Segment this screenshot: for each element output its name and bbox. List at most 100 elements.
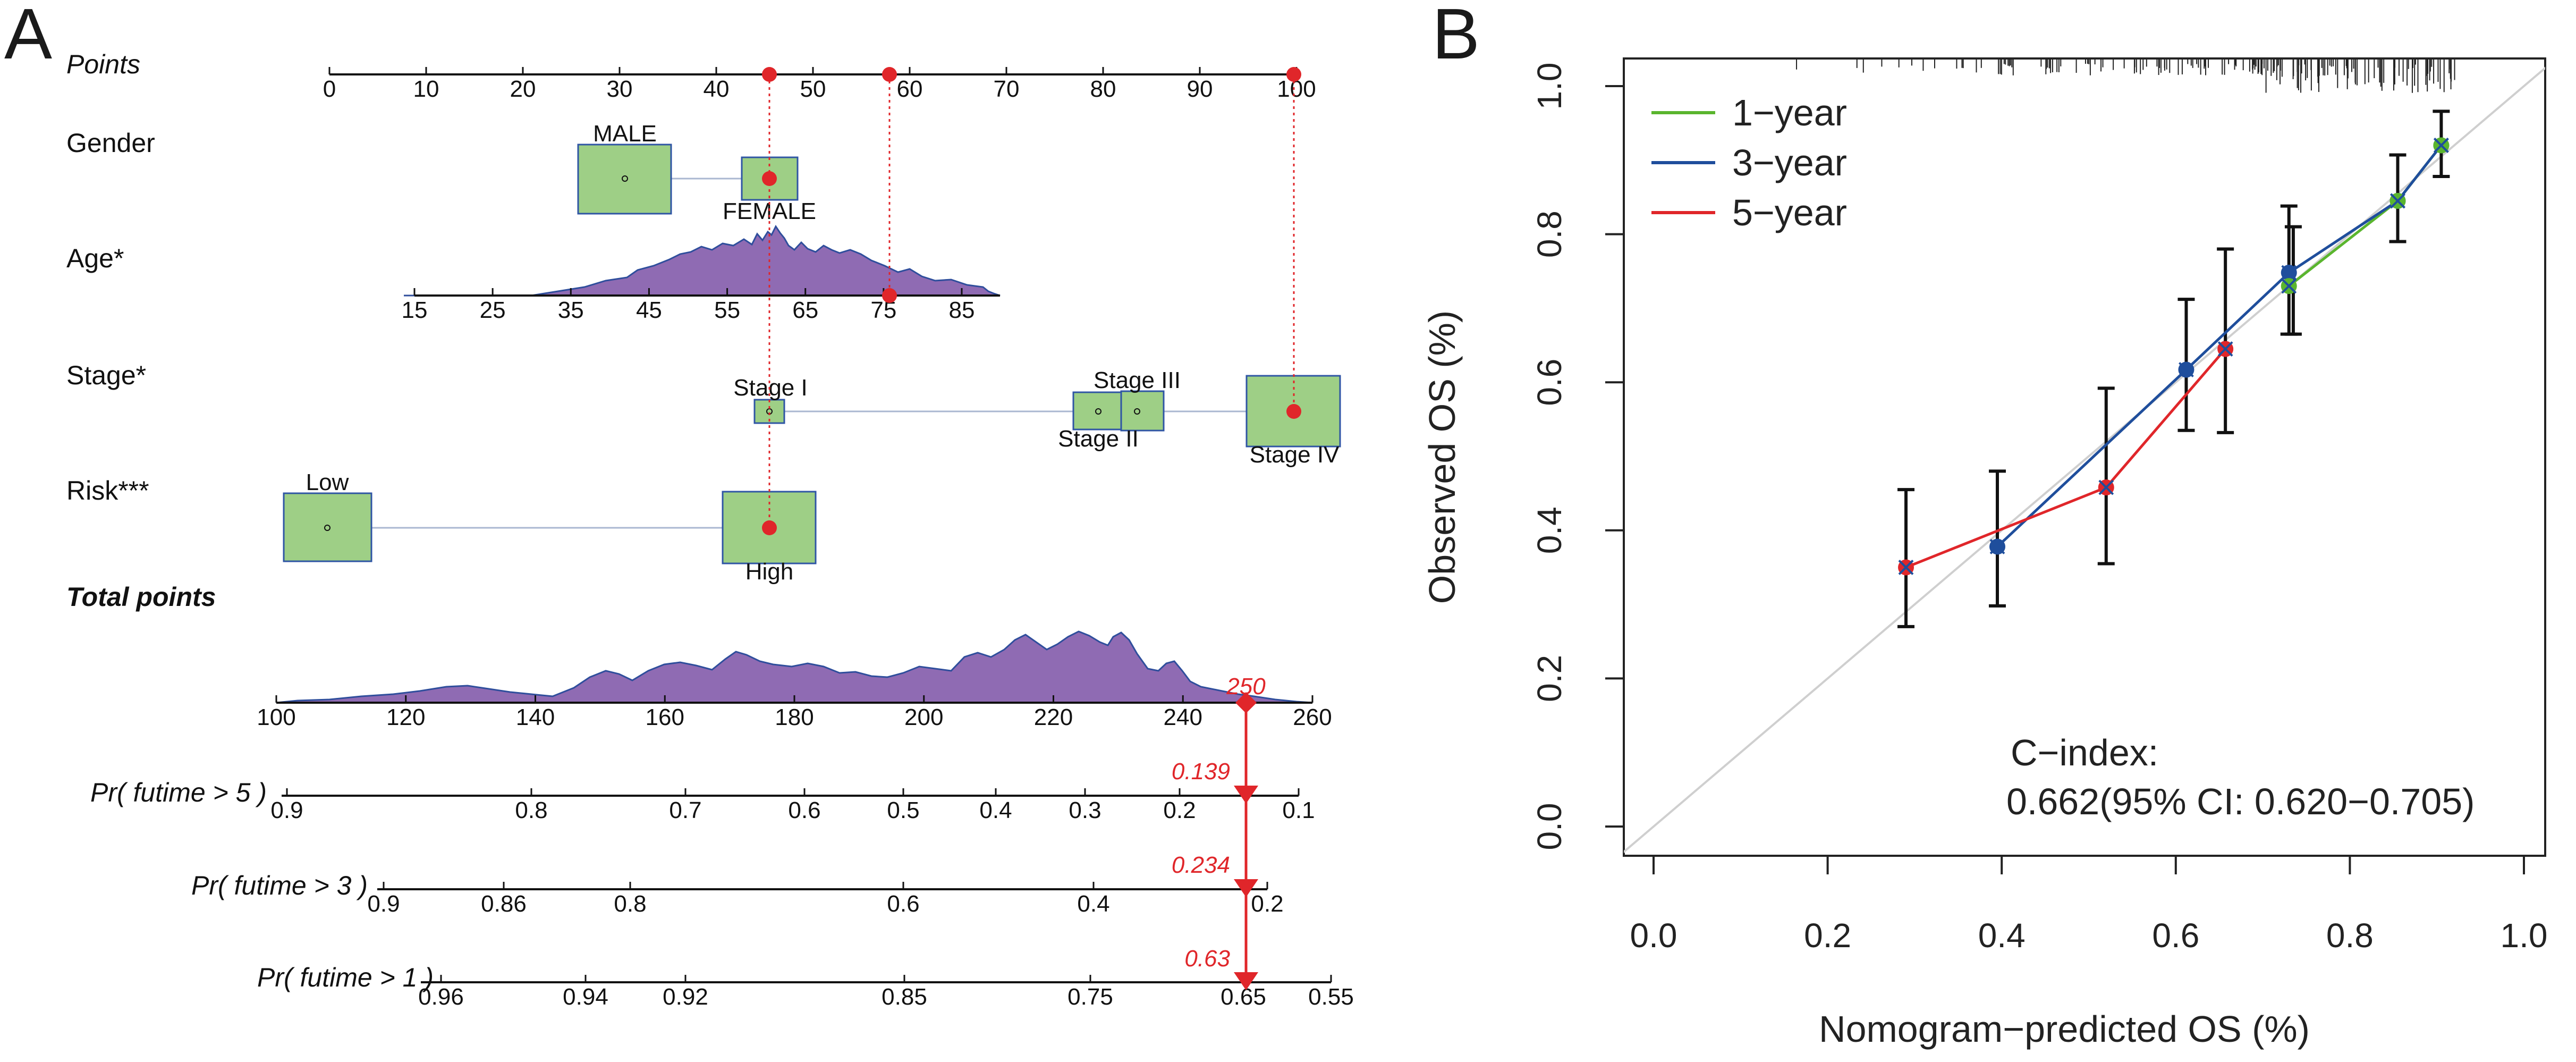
pr5-marker: [1234, 786, 1258, 804]
legend-label-3-year: 3−year: [1732, 142, 1847, 183]
y-tick-label: 0.6: [1530, 359, 1569, 406]
risk-high-label: High: [745, 559, 794, 585]
patient-markers: 250 0.139 0.234 0.63: [762, 67, 1301, 990]
row-label-total-points: Total points: [66, 582, 216, 612]
legend-label-1-year: 1−year: [1732, 92, 1847, 133]
stage-row: Stage I Stage II Stage III Stage IV: [733, 367, 1341, 468]
pr3-marker: [1234, 879, 1258, 897]
pr5-tick-label: 0.1: [1282, 797, 1315, 823]
pr1-tick-label: 0.55: [1308, 984, 1354, 1010]
total-points-ticks: 100 120 140 160 180 200 220 240 260: [257, 695, 1332, 730]
risk-low-label: Low: [306, 469, 349, 495]
error-bars: [1897, 109, 2450, 628]
points-ticks: 0 10 20 30 40 50 60 70 80 90 100: [323, 67, 1316, 102]
point-cross-3-year: [2179, 362, 2194, 377]
x-tick-label: 0.2: [1804, 916, 1851, 955]
calibration-panel: B 0.0 0.2 0.4 0.6 0.8 1.0 0.0 0.2 0.4 0.6 0.8 1.0 1…: [1421, 0, 2547, 1050]
total-selected-value: 250: [1226, 673, 1266, 699]
row-label-pr3: Pr( futime > 3 ): [191, 871, 368, 900]
points-tick-label: 30: [607, 76, 633, 102]
point-cross-3-year: [2281, 265, 2297, 281]
stage-iii-box: [1120, 390, 1165, 432]
points-tick-label: 90: [1187, 76, 1213, 102]
pr5-ticks: 0.9 0.8 0.7 0.6 0.5 0.4 0.3 0.2 0.1: [270, 788, 1315, 823]
point-cross-1-year: [2433, 138, 2449, 153]
pr5-tick-label: 0.8: [515, 797, 547, 823]
x-tick-label: 0.8: [2326, 916, 2374, 955]
points-tick-label: 70: [994, 76, 1020, 102]
row-label-points: Points: [66, 49, 140, 79]
point-cross-3-year: [1989, 539, 2005, 554]
pr5-tick-label: 0.7: [669, 797, 701, 823]
total-marker-diamond: [1235, 692, 1257, 713]
y-tick-label: 0.2: [1530, 655, 1569, 702]
x-tick-label: 1.0: [2501, 916, 2548, 955]
points-axis: 0 10 20 30 40 50 60 70 80 90 100: [323, 67, 1316, 102]
total-points-tick-label: 160: [646, 704, 684, 730]
pr1-axis: 0.96 0.94 0.92 0.85 0.75 0.65 0.55: [418, 975, 1354, 1010]
gender-male-label: MALE: [593, 121, 657, 147]
y-tick-label: 0.0: [1530, 803, 1569, 850]
pr3-selected-value: 0.234: [1172, 852, 1230, 878]
pr3-tick-label: 0.8: [614, 891, 646, 917]
total-points-tick-label: 140: [516, 704, 555, 730]
age-density: [404, 225, 1001, 297]
gender-selected-dot: [762, 171, 777, 186]
points-tick-label: 20: [510, 76, 536, 102]
pr5-selected-value: 0.139: [1172, 758, 1230, 785]
legend: 1−year 3−year 5−year: [1651, 92, 1847, 233]
y-tick-label: 0.8: [1530, 210, 1569, 258]
y-axis-title: Observed OS (%): [1421, 310, 1463, 604]
gender-row: MALE FEMALE: [577, 121, 816, 224]
risk-selected-dot: [762, 520, 777, 535]
age-tick-label: 35: [558, 297, 584, 323]
c-index-label: C−index:: [2011, 732, 2158, 773]
pr5-tick-label: 0.3: [1069, 797, 1101, 823]
predicted-rug: [1796, 58, 2455, 93]
pr1-tick-label: 0.75: [1067, 984, 1113, 1010]
legend-label-5-year: 5−year: [1732, 192, 1847, 233]
total-points-row: 100 120 140 160 180 200 220 240 260: [257, 630, 1332, 730]
pr3-ticks: 0.9 0.86 0.8 0.6 0.4 0.2: [367, 882, 1284, 917]
row-label-pr1: Pr( futime > 1 ): [257, 963, 434, 992]
pr5-tick-label: 0.6: [788, 797, 820, 823]
points-tick-label: 0: [323, 76, 336, 102]
total-points-tick-label: 240: [1164, 704, 1202, 730]
pr5-tick-label: 0.4: [979, 797, 1012, 823]
pr5-tick-label: 0.2: [1163, 797, 1196, 823]
series-line-1-year: [2288, 144, 2443, 288]
total-points-tick-label: 180: [775, 704, 814, 730]
points-tick-label: 80: [1090, 76, 1116, 102]
point-cross-5-year: [2217, 341, 2233, 357]
gender-male-box: [577, 144, 672, 215]
risk-row: Low High: [283, 469, 817, 585]
pr3-tick-label: 0.2: [1251, 891, 1283, 917]
series-lines: [1905, 144, 2443, 569]
nomogram-panel: A Points Gender Age* Stage* Risk*** Tota…: [4, 0, 1354, 1010]
total-points-tick-label: 200: [904, 704, 943, 730]
total-points-tick-label: 120: [386, 704, 425, 730]
c-index-value: 0.662(95% CI: 0.620−0.705): [2006, 781, 2475, 822]
stage-iv-label: Stage IV: [1250, 442, 1340, 468]
panel-b-label: B: [1432, 0, 1480, 74]
points-tick-label: 40: [704, 76, 730, 102]
age-tick-label: 85: [949, 297, 975, 323]
pr1-tick-label: 0.94: [563, 984, 608, 1010]
point-cross-5-year: [2098, 479, 2114, 495]
pr1-selected-value: 0.63: [1184, 946, 1230, 972]
x-tick-label: 0.6: [2152, 916, 2199, 955]
pr5-tick-label: 0.5: [887, 797, 919, 823]
points-marker-stage: [1286, 67, 1301, 82]
age-tick-label: 15: [402, 297, 428, 323]
row-label-pr5: Pr( futime > 5 ): [90, 778, 267, 807]
pr1-tick-label: 0.92: [663, 984, 708, 1010]
calibration-axes: 0.0 0.2 0.4 0.6 0.8 1.0 0.0 0.2 0.4 0.6 0.8 1.0: [1530, 63, 2547, 955]
panel-a-label: A: [4, 0, 52, 74]
total-points-tick-label: 220: [1034, 704, 1073, 730]
x-axis-title: Nomogram−predicted OS (%): [1819, 1008, 2310, 1050]
x-tick-label: 0.4: [1978, 916, 2026, 955]
stage-i-label: Stage I: [733, 375, 807, 401]
age-tick-label: 25: [480, 297, 506, 323]
age-ticks: 15 25 35 45 55 65 75 85: [402, 288, 975, 323]
